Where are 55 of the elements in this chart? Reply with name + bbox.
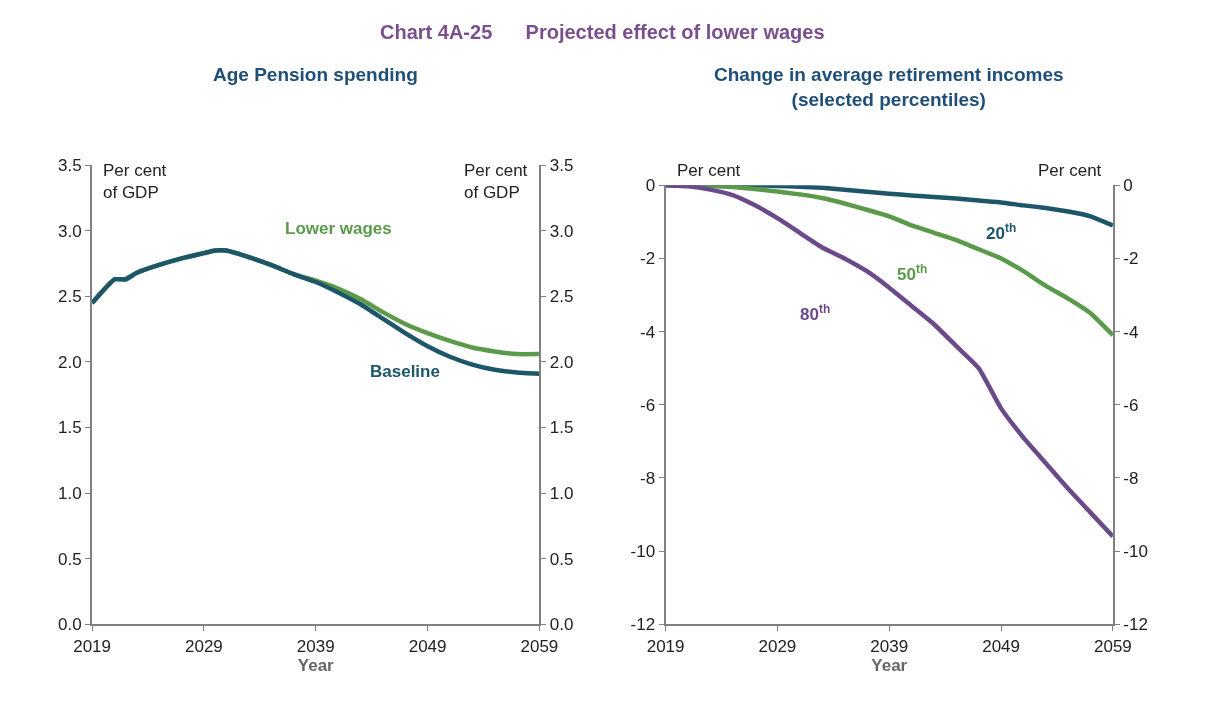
y-tick-label: 3.5 [58,156,82,176]
x-axis-title: Year [297,655,335,675]
x-tick-label: 2049 [982,636,1020,656]
series-label: Lower wages [285,219,392,238]
x-tick-label: 2029 [758,636,797,656]
y2-tick-label: -2 [1123,249,1139,269]
y-axis-title: Per cent [677,161,741,180]
x-tick-label: 2039 [296,636,335,656]
y-tick-label: -6 [640,395,656,415]
y-tick-label: 0.5 [58,549,82,569]
y-tick-label: 1.5 [58,418,82,438]
x-axis-title: Year [871,655,908,675]
y-tick-label: -2 [640,249,656,269]
y2-tick-label: 0 [1123,176,1133,196]
x-tick-label: 2029 [185,636,223,656]
y2-tick-label: -10 [1123,541,1148,561]
y2-tick-label: 2.5 [549,287,574,307]
y2-tick-label: -6 [1123,395,1139,415]
y-tick-label: -10 [630,541,656,561]
x-tick-label: 2039 [870,636,909,656]
y-tick-label: -12 [630,615,656,635]
x-tick-label: 2059 [520,636,559,656]
y2-tick-label: -12 [1123,615,1148,635]
y-axis-title: Per cent of GDP [103,161,167,203]
x-tick-label: 2019 [646,636,685,656]
y-tick-label: 2.5 [58,287,82,307]
y2-tick-label: 1.0 [549,484,574,503]
y2-tick-label: -4 [1123,322,1139,342]
chart-subtitle: Age Pension spending [213,64,418,85]
line-series [665,185,1113,539]
y2-tick-label: 0.0 [549,615,574,635]
y-tick-label: -8 [640,468,656,488]
y2-axis-title: Per cent of GDP [464,161,528,203]
y2-tick-label: 2.0 [549,352,574,372]
x-tick-label: 2049 [408,636,447,656]
y-tick-label: 3.0 [58,221,82,241]
y2-axis-title: Per cent [1038,161,1102,180]
y-tick-label: -4 [640,322,656,342]
y2-tick-label: 3.0 [549,221,574,241]
y-tick-label: 0 [645,176,656,196]
y-tick-label: 1.0 [58,484,82,503]
series-label: Baseline [370,362,440,381]
y2-tick-label: -8 [1123,468,1139,488]
text: Chart 4A-25 Projected effect of lower wages [380,21,825,43]
y2-tick-label: 0.5 [549,549,574,569]
chart-subtitle: Change in average retirement incomes (selected percentiles) [714,64,1064,110]
series-label: 20$^{th}$ [986,221,1017,244]
x-tick-label: 2019 [73,636,111,656]
y-tick-label: 0.0 [58,615,82,635]
x-tick-label: 2059 [1094,636,1132,656]
text: 80$^{th}$ [800,302,831,325]
series-label: 50$^{th}$ [897,262,928,285]
y-tick-label: 2.0 [58,352,82,372]
y2-tick-label: 3.5 [549,156,574,176]
y2-tick-label: 1.5 [549,418,574,438]
